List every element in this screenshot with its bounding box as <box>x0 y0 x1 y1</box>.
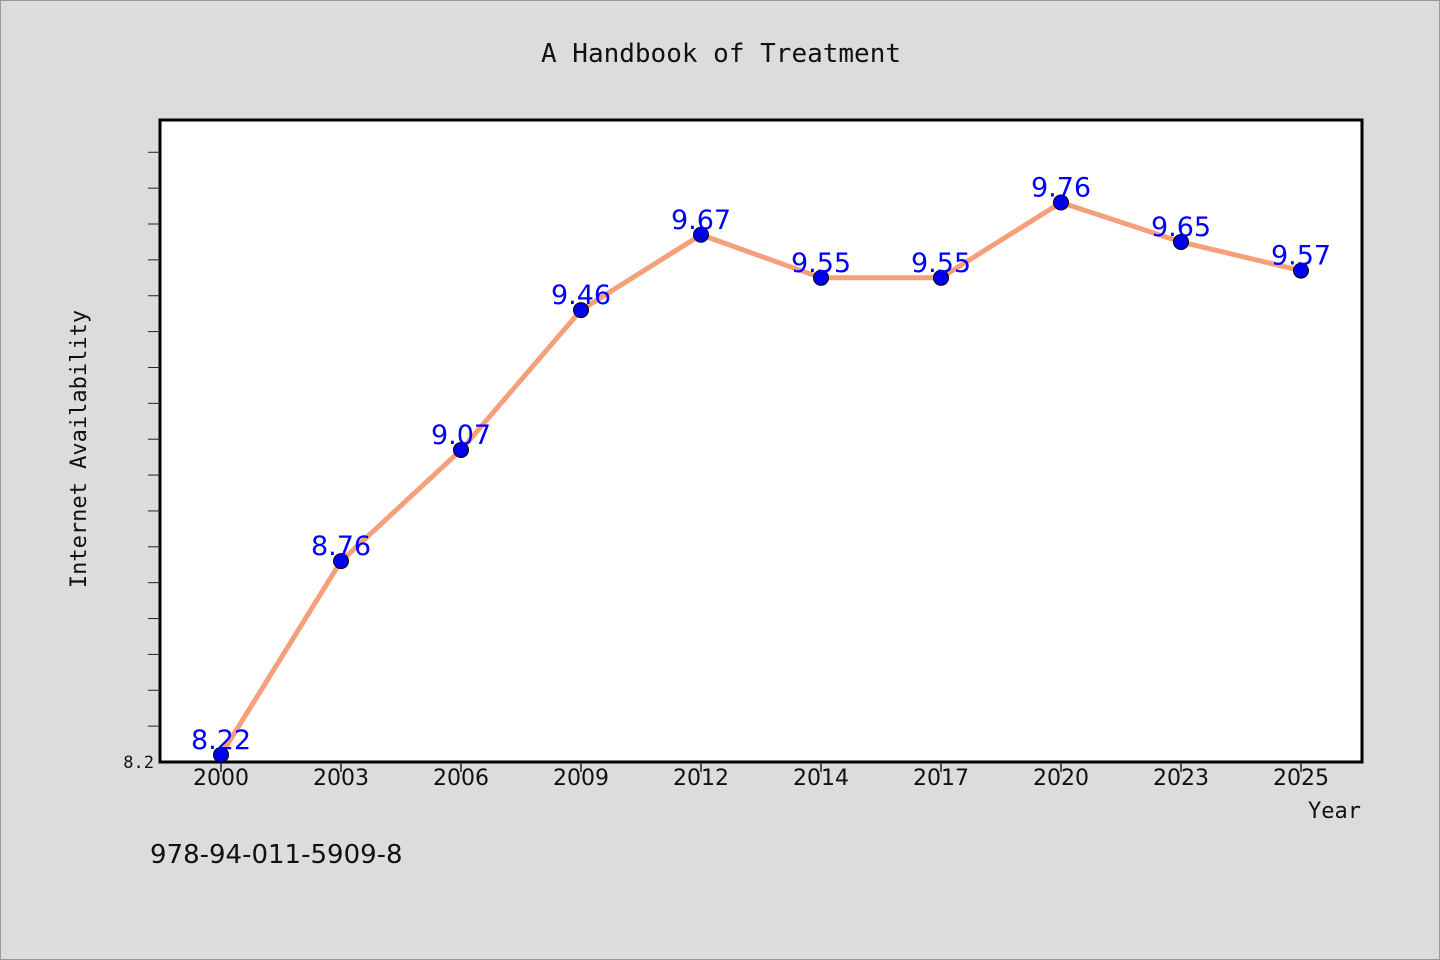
chart-title: A Handbook of Treatment <box>541 39 901 69</box>
data-label: 8.76 <box>311 531 371 562</box>
y-axis-label: Internet Availability <box>67 310 92 588</box>
data-label: 9.55 <box>911 248 971 279</box>
data-point <box>1053 194 1069 211</box>
data-label: 8.22 <box>191 725 251 756</box>
x-tick-label: 2023 <box>1153 766 1209 791</box>
x-axis-ticks: 2000 2003 2006 2009 2012 2014 2017 2020 2023 2025 <box>193 762 1329 791</box>
x-tick-label: 2000 <box>193 766 249 791</box>
x-tick-label: 2017 <box>913 766 969 791</box>
x-tick-label: 2012 <box>673 766 729 791</box>
data-point <box>453 441 469 458</box>
data-label: 9.67 <box>671 205 731 236</box>
plot-area <box>158 118 1364 764</box>
series-layer <box>213 194 1309 763</box>
x-tick-label: 2009 <box>553 766 609 791</box>
data-point <box>573 302 589 319</box>
x-tick-label: 2020 <box>1033 766 1089 791</box>
data-point <box>693 226 709 243</box>
data-point <box>933 269 949 286</box>
data-label: 9.57 <box>1271 241 1331 272</box>
data-label: 9.76 <box>1031 172 1091 203</box>
x-tick-label: 2014 <box>793 766 849 791</box>
data-point <box>1173 233 1189 250</box>
x-tick-label: 2025 <box>1273 766 1329 791</box>
data-label: 9.46 <box>551 280 611 311</box>
y-axis-ticks: 8.2 <box>123 151 160 773</box>
y-tick-label: 8.2 <box>123 753 154 773</box>
data-label: 9.65 <box>1151 212 1211 243</box>
data-point <box>813 269 829 286</box>
data-point <box>333 553 349 570</box>
data-label-layer: 8.22 8.76 9.07 9.46 9.67 9.55 9.55 9.76 9.65 9.57 <box>191 172 1331 755</box>
data-point <box>213 746 229 763</box>
x-tick-label: 2006 <box>433 766 489 791</box>
data-label: 9.07 <box>431 420 491 451</box>
x-axis-label: Year <box>1308 799 1361 824</box>
series-line <box>218 199 1304 758</box>
data-point <box>1293 262 1309 279</box>
x-tick-label: 2003 <box>313 766 369 791</box>
data-label: 9.55 <box>791 248 851 279</box>
isbn-text: 978-94-011-5909-8 <box>150 840 403 870</box>
